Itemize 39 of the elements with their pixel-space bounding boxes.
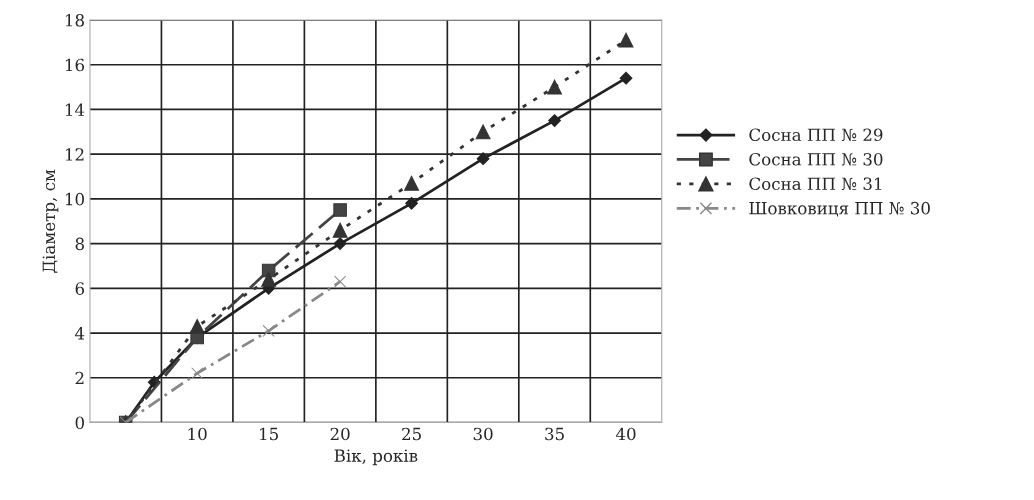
y-tick-label: 8 <box>75 237 84 251</box>
y-tick-label: 6 <box>75 282 85 295</box>
point <box>332 222 348 238</box>
point <box>189 318 205 334</box>
point <box>548 114 561 128</box>
point <box>261 271 277 287</box>
point <box>476 152 490 166</box>
x-tick-label: 35 <box>545 427 564 441</box>
point <box>547 79 563 95</box>
x-tick-label: 40 <box>615 427 636 441</box>
point <box>618 32 634 48</box>
x-tick-label: 15 <box>260 427 278 441</box>
point <box>619 71 633 85</box>
legend-label: Сосна ПП № 30 <box>749 152 883 166</box>
point <box>333 203 347 217</box>
y-axis-title: Діаметр, см <box>42 169 59 273</box>
point <box>262 324 275 337</box>
x-tick-label: 20 <box>330 427 350 441</box>
x-axis-title: Вік, років <box>334 449 418 466</box>
legend-label: Сосна ПП № 29 <box>749 128 883 142</box>
point <box>191 367 204 380</box>
y-tick-label: 12 <box>65 148 84 161</box>
x-tick-label: 25 <box>402 427 421 441</box>
point <box>475 124 491 140</box>
y-tick-label: 2 <box>75 371 84 385</box>
legend-label: Шовковиця ПП № 30 <box>749 201 930 217</box>
point <box>404 175 420 191</box>
x-tick-label: 30 <box>473 427 493 441</box>
point <box>334 275 347 288</box>
y-tick-label: 4 <box>75 327 85 340</box>
point <box>405 196 419 210</box>
y-tick-label: 16 <box>65 58 85 72</box>
y-tick-label: 10 <box>65 192 84 206</box>
y-tick-label: 14 <box>65 103 85 116</box>
x-tick-label: 10 <box>188 427 207 441</box>
y-tick-label: 18 <box>65 13 84 27</box>
point <box>333 237 347 251</box>
y-tick-label: 0 <box>75 416 84 430</box>
legend-label: Сосна ПП № 31 <box>749 177 882 191</box>
